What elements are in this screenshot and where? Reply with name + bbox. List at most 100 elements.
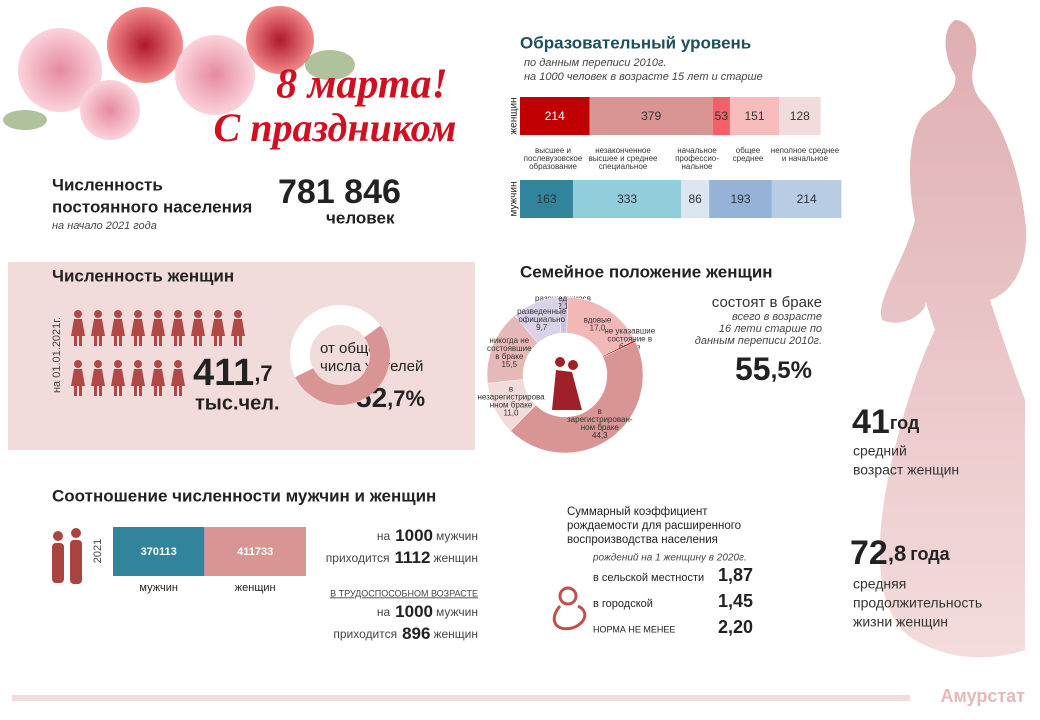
statement-number: 1112	[395, 548, 431, 567]
education-bar	[771, 180, 842, 218]
women-date: на 01.01.2021г.	[51, 317, 63, 393]
education-value: 193	[730, 192, 750, 206]
ratio-title: Соотношение численности мужчин и женщин	[52, 486, 436, 505]
education-bar	[520, 97, 590, 135]
life-value: 72,8 года	[850, 534, 951, 572]
education-value: 86	[688, 192, 702, 206]
icon-body	[171, 369, 185, 396]
icon-head	[74, 360, 82, 368]
icon-body	[211, 319, 225, 346]
marital-value: 9,7	[536, 323, 548, 332]
series-name: мужчин	[509, 182, 520, 217]
marital-share: 55,5%	[735, 351, 812, 387]
icon-body	[131, 319, 145, 346]
fertility-value: 1,87	[718, 565, 753, 585]
education-bar	[572, 180, 682, 218]
icon-body	[71, 369, 85, 396]
marital-segment	[510, 341, 644, 454]
label-line: неполное среднее	[771, 146, 840, 155]
label-line: состоявшие	[487, 344, 532, 353]
working-age-heading: В ТРУДОСПОСОБНОМ ВОЗРАСТЕ	[330, 588, 478, 598]
ratio-category: мужчин	[139, 582, 178, 594]
woman-icon	[71, 360, 85, 396]
statement-number: 896	[402, 624, 430, 643]
women-share-frac: ,7%	[387, 386, 425, 411]
label-line: никогда не	[489, 336, 529, 345]
ratio-statement: приходится 896 женщин	[333, 624, 478, 643]
age-unit: год	[890, 413, 920, 433]
life-caption: жизни женщин	[853, 614, 948, 630]
icon-head	[114, 360, 122, 368]
woman-silhouette	[879, 20, 1027, 658]
label-line: нальное	[681, 162, 713, 171]
marital-note: всего в возрасте	[732, 311, 822, 323]
fertility-label: НОРМА НЕ МЕНЕЕ	[593, 624, 675, 634]
education-bar	[520, 180, 573, 218]
education-value: 151	[744, 109, 764, 123]
population-label: постоянного населения	[52, 197, 252, 216]
icon-head	[194, 310, 202, 318]
education-title: Образовательный уровень	[520, 33, 751, 52]
age-number: 41	[852, 403, 890, 441]
age-value: 41год	[852, 403, 920, 441]
education-value: 128	[790, 109, 810, 123]
ratio-value: 370113	[141, 546, 177, 558]
education-value: 163	[536, 192, 556, 206]
marital-value: 2,1	[557, 302, 569, 311]
statement-suffix: мужчин	[436, 529, 478, 543]
statement-prefix: приходится	[326, 551, 390, 565]
icon-head	[94, 310, 102, 318]
marital-value: 15,5	[501, 360, 517, 369]
age-caption: возраст женщин	[853, 462, 959, 478]
education-value: 214	[545, 109, 565, 123]
icon-body	[151, 369, 165, 396]
ratio-category: женщин	[235, 582, 276, 594]
footer: Амурстат	[941, 686, 1026, 706]
woman-icon	[211, 310, 225, 346]
woman-icon	[131, 310, 145, 346]
education-subtitle: по данным переписи 2010г.	[524, 57, 666, 69]
women-unit: тыс.чел.	[195, 392, 280, 414]
label-line: незарегистрирова	[477, 392, 545, 401]
statement-prefix: на	[377, 605, 391, 619]
statement-number: 1000	[395, 526, 433, 545]
ratio-statement: на 1000 мужчин	[377, 526, 478, 545]
ratio-bar	[204, 527, 306, 576]
woman-icon	[151, 360, 165, 396]
label-line: незаконченное	[595, 146, 651, 155]
ratio-statement: на 1000 мужчин	[377, 602, 478, 621]
population-label: Численность	[52, 175, 163, 194]
label-line: официально	[518, 315, 565, 324]
icon-head	[174, 360, 182, 368]
marital-headline: состоят в браке	[712, 294, 822, 311]
education-value: 53	[715, 109, 729, 123]
woman-icon	[191, 310, 205, 346]
label-line: нном браке	[490, 400, 533, 409]
life-caption: продолжительность	[853, 595, 982, 611]
women-value-frac: ,7	[254, 361, 272, 386]
icon-body	[231, 319, 245, 346]
icon-body	[151, 319, 165, 346]
fertility-title: Суммарный коэффициент	[567, 506, 708, 518]
label-line: разведенные	[517, 307, 567, 316]
education-bar	[681, 180, 710, 218]
woman-icon	[171, 360, 185, 396]
label-line: разошедшиеся	[535, 294, 591, 303]
label-line: вдовые	[584, 316, 612, 325]
statement-number: 1000	[395, 602, 433, 621]
fertility-label: в городской	[593, 598, 653, 610]
couple-icon	[552, 357, 582, 410]
statement-suffix: мужчин	[436, 605, 478, 619]
marital-title: Семейное положение женщин	[520, 262, 773, 281]
woman-icon	[231, 310, 245, 346]
statement-prefix: приходится	[333, 627, 397, 641]
roses	[3, 6, 355, 140]
icon-head	[154, 360, 162, 368]
fertility-note: рождений на 1 женщину в 2020г.	[592, 553, 747, 564]
women-value: 411,7	[193, 352, 273, 394]
woman-icon	[91, 310, 105, 346]
label-line: не указавшие	[604, 327, 655, 336]
ratio-statement: приходится 1112 женщин	[326, 548, 478, 567]
